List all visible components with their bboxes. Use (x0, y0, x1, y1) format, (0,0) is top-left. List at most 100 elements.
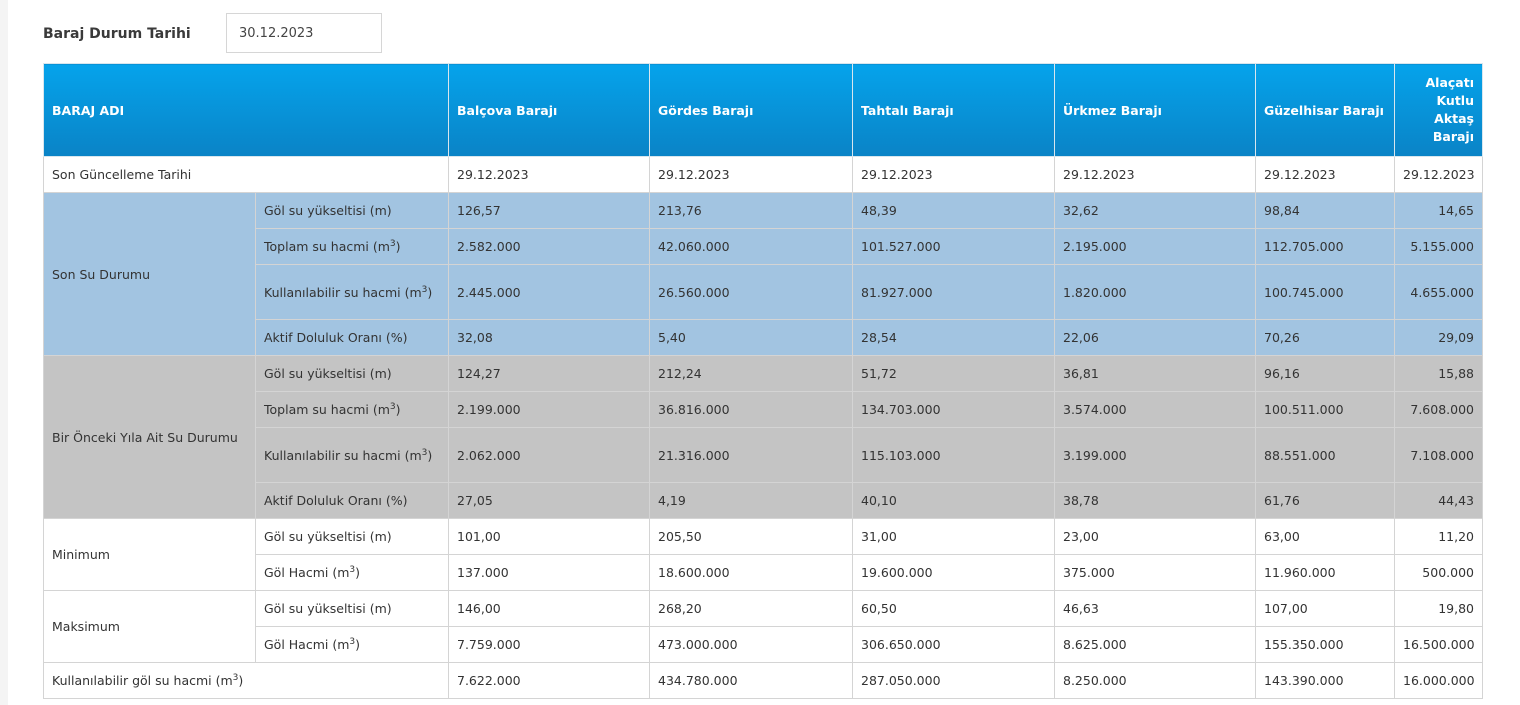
section-label-current: Son Su Durumu (43, 192, 256, 356)
cell-value: 213,76 (649, 192, 853, 229)
cell-value: 306.650.000 (852, 626, 1055, 663)
row-label: Göl su yükseltisi (m) (255, 518, 449, 555)
cell-value: 212,24 (649, 355, 853, 392)
cell-value: 46,63 (1054, 590, 1256, 627)
cell-value: 4,19 (649, 482, 853, 519)
row-label: Göl Hacmi (m3) (255, 554, 449, 591)
cell-value: 473.000.000 (649, 626, 853, 663)
cell-value: 134.703.000 (852, 391, 1055, 428)
cell-value: 19,80 (1394, 590, 1483, 627)
cell-value: 88.551.000 (1255, 427, 1395, 483)
cell-value: 3.574.000 (1054, 391, 1256, 428)
cell-value: 155.350.000 (1255, 626, 1395, 663)
cell-value: 4.655.000 (1394, 264, 1483, 320)
cell-value: 23,00 (1054, 518, 1256, 555)
cell-value: 126,57 (448, 192, 650, 229)
cell-value: 2.195.000 (1054, 228, 1256, 265)
table-row: Aktif Doluluk Oranı (%) 27,05 4,19 40,10… (44, 482, 1483, 519)
cell-value: 143.390.000 (1255, 662, 1395, 699)
cell-value: 81.927.000 (852, 264, 1055, 320)
table-row: Göl Hacmi (m3) 7.759.000 473.000.000 306… (44, 626, 1483, 663)
table-row: Göl Hacmi (m3) 137.000 18.600.000 19.600… (44, 554, 1483, 591)
cell-value: 44,43 (1394, 482, 1483, 519)
cell-value: 15,88 (1394, 355, 1483, 392)
row-label: Göl Hacmi (m3) (255, 626, 449, 663)
header-dam-balcova: Balçova Barajı (448, 63, 650, 157)
cell-value: 63,00 (1255, 518, 1395, 555)
header-dam-gordes: Gördes Barajı (649, 63, 853, 157)
cell-value: 7.622.000 (448, 662, 650, 699)
cell-value: 137.000 (448, 554, 650, 591)
table-row: Kullanılabilir su hacmi (m3) 2.445.000 2… (44, 264, 1483, 320)
cell-value: 8.625.000 (1054, 626, 1256, 663)
table-row: Bir Önceki Yıla Ait Su Durumu Göl su yük… (43, 355, 1483, 519)
cell-value: 51,72 (852, 355, 1055, 392)
table-row: Maksimum Göl su yükseltisi (m) 146,00 26… (43, 590, 1483, 663)
table-row: Aktif Doluluk Oranı (%) 32,08 5,40 28,54… (44, 319, 1483, 356)
row-label: Aktif Doluluk Oranı (%) (255, 482, 449, 519)
cell-value: 5,40 (649, 319, 853, 356)
cell-value: 7.608.000 (1394, 391, 1483, 428)
cell-value: 40,10 (852, 482, 1055, 519)
row-label: Göl su yükseltisi (m) (255, 590, 449, 627)
table-row: Son Su Durumu Göl su yükseltisi (m) 126,… (43, 192, 1483, 356)
cell-value: 29.12.2023 (1394, 156, 1483, 193)
cell-value: 29.12.2023 (448, 156, 650, 193)
row-label: Kullanılabilir göl su hacmi (m3) (43, 662, 449, 699)
header-dam-guzelhisar: Güzelhisar Barajı (1255, 63, 1395, 157)
header-dam-tahtali: Tahtalı Barajı (852, 63, 1055, 157)
cell-value: 2.582.000 (448, 228, 650, 265)
cell-value: 70,26 (1255, 319, 1395, 356)
table-row: Toplam su hacmi (m3) 2.199.000 36.816.00… (44, 391, 1483, 428)
cell-value: 11,20 (1394, 518, 1483, 555)
cell-value: 32,08 (448, 319, 650, 356)
usable-volume-row: Kullanılabilir göl su hacmi (m3) 7.622.0… (43, 662, 1483, 699)
date-filter-label: Baraj Durum Tarihi (43, 26, 191, 42)
last-update-row: Son Güncelleme Tarihi 29.12.2023 29.12.2… (43, 156, 1483, 193)
cell-value: 29,09 (1394, 319, 1483, 356)
cell-value: 38,78 (1054, 482, 1256, 519)
cell-value: 107,00 (1255, 590, 1395, 627)
cell-value: 32,62 (1054, 192, 1256, 229)
cell-value: 42.060.000 (649, 228, 853, 265)
cell-value: 60,50 (852, 590, 1055, 627)
cell-value: 29.12.2023 (1255, 156, 1395, 193)
cell-value: 434.780.000 (649, 662, 853, 699)
cell-value: 27,05 (448, 482, 650, 519)
cell-value: 2.445.000 (448, 264, 650, 320)
cell-value: 36.816.000 (649, 391, 853, 428)
cell-value: 28,54 (852, 319, 1055, 356)
cell-value: 31,00 (852, 518, 1055, 555)
cell-value: 1.820.000 (1054, 264, 1256, 320)
table-row: Minimum Göl su yükseltisi (m) 101,00 205… (43, 518, 1483, 591)
cell-value: 48,39 (852, 192, 1055, 229)
row-label: Göl su yükseltisi (m) (255, 355, 449, 392)
cell-value: 3.199.000 (1054, 427, 1256, 483)
row-label: Kullanılabilir su hacmi (m3) (255, 427, 449, 483)
cell-value: 29.12.2023 (1054, 156, 1256, 193)
cell-value: 100.745.000 (1255, 264, 1395, 320)
row-label: Aktif Doluluk Oranı (%) (255, 319, 449, 356)
cell-value: 2.199.000 (448, 391, 650, 428)
dam-status-table: BARAJ ADI Balçova Barajı Gördes Barajı T… (43, 63, 1483, 699)
cell-value: 98,84 (1255, 192, 1395, 229)
cell-value: 100.511.000 (1255, 391, 1395, 428)
cell-value: 268,20 (649, 590, 853, 627)
cell-value: 500.000 (1394, 554, 1483, 591)
cell-value: 115.103.000 (852, 427, 1055, 483)
cell-value: 101,00 (448, 518, 650, 555)
section-label-previous-year: Bir Önceki Yıla Ait Su Durumu (43, 355, 256, 519)
cell-value: 21.316.000 (649, 427, 853, 483)
cell-value: 8.250.000 (1054, 662, 1256, 699)
cell-value: 146,00 (448, 590, 650, 627)
cell-value: 18.600.000 (649, 554, 853, 591)
table-header-row: BARAJ ADI Balçova Barajı Gördes Barajı T… (43, 63, 1483, 157)
table-row: Toplam su hacmi (m3) 2.582.000 42.060.00… (44, 228, 1483, 265)
cell-value: 7.759.000 (448, 626, 650, 663)
cell-value: 124,27 (448, 355, 650, 392)
cell-value: 287.050.000 (852, 662, 1055, 699)
cell-value: 5.155.000 (1394, 228, 1483, 265)
section-label-minimum: Minimum (43, 518, 256, 591)
cell-value: 96,16 (1255, 355, 1395, 392)
date-input[interactable] (226, 13, 382, 53)
